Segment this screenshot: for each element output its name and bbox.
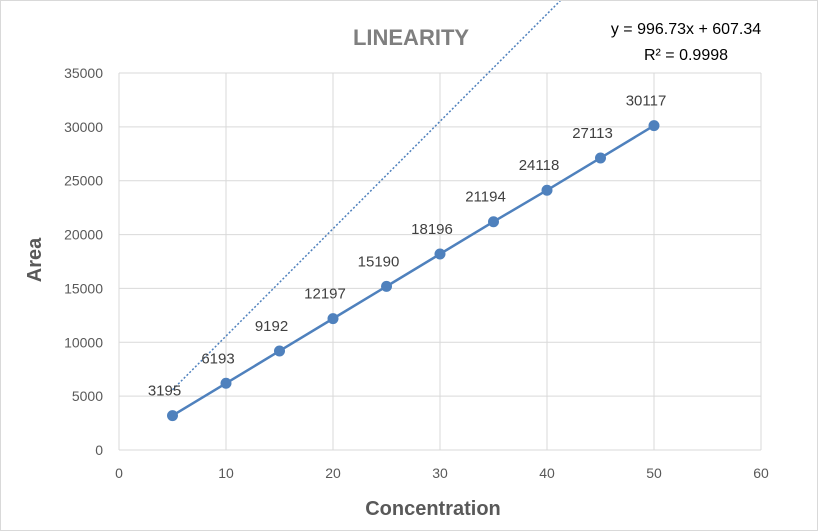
data-label: 3195 [148, 383, 181, 400]
trendline-r-squared: R² = 0.9998 [644, 47, 728, 64]
y-tick-label: 35000 [64, 65, 103, 81]
x-tick-label: 10 [218, 465, 234, 481]
data-point [488, 216, 499, 228]
data-point [381, 280, 392, 292]
data-label: 12197 [304, 286, 346, 303]
x-tick-label: 40 [539, 465, 555, 481]
trendline [171, 1, 562, 391]
series-line [171, 124, 655, 417]
data-point [220, 377, 232, 389]
data-point [541, 184, 553, 196]
data-label: 6193 [201, 350, 234, 367]
data-label: 24118 [519, 157, 560, 174]
data-label: 27113 [572, 125, 613, 142]
y-tick-label: 30000 [64, 119, 103, 135]
data-point [327, 313, 339, 325]
data-label: 30117 [626, 93, 667, 110]
x-tick-label: 60 [753, 465, 769, 481]
axis-ticks: 0 5000 10000 15000 20000 25000 30000 35000 0 10 20… [64, 65, 769, 481]
data-label: 15190 [358, 253, 400, 270]
data-series [167, 1, 660, 422]
y-axis-title: Area [24, 237, 46, 282]
y-tick-label: 5000 [72, 388, 103, 404]
x-tick-label: 50 [646, 465, 662, 481]
y-tick-label: 10000 [64, 334, 103, 350]
data-label: 21194 [465, 189, 506, 206]
y-tick-label: 15000 [64, 280, 103, 296]
data-point [434, 248, 446, 260]
data-point [648, 120, 660, 132]
data-label: 18196 [411, 221, 453, 238]
gridlines [118, 72, 762, 451]
x-axis-title: Concentration [365, 498, 501, 520]
x-tick-label: 30 [432, 465, 448, 481]
x-tick-label: 20 [325, 465, 341, 481]
data-point [274, 345, 285, 357]
data-labels: 3195 6193 9192 12197 15190 18196 21194 24118 271… [148, 93, 666, 400]
data-point [595, 152, 606, 164]
chart-title: LINEARITY [353, 25, 469, 50]
y-tick-label: 0 [95, 442, 103, 458]
x-tick-label: 0 [115, 465, 123, 481]
y-tick-label: 25000 [64, 173, 103, 189]
data-label: 9192 [255, 318, 288, 335]
y-tick-label: 20000 [64, 227, 103, 243]
data-point [167, 410, 178, 422]
trendline-equation: y = 996.73x + 607.34 [611, 21, 761, 38]
